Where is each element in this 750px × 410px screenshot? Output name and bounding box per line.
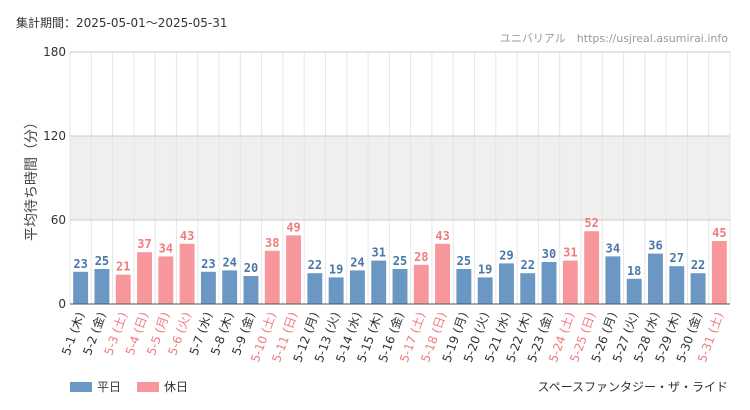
y-tick-label: 0 bbox=[58, 297, 66, 311]
bar-value-label: 49 bbox=[286, 220, 300, 234]
bar bbox=[499, 263, 514, 304]
bar bbox=[648, 253, 663, 304]
bar bbox=[435, 243, 451, 304]
y-tick-label: 60 bbox=[51, 213, 66, 227]
y-axis-label: 平均待ち時間（分） bbox=[24, 115, 40, 241]
bar bbox=[200, 271, 216, 304]
y-tick-label: 180 bbox=[43, 45, 66, 59]
bar-value-label: 25 bbox=[457, 254, 471, 268]
bar bbox=[286, 235, 301, 304]
bar-value-label: 24 bbox=[350, 255, 364, 269]
bar bbox=[264, 250, 280, 304]
bar-value-label: 22 bbox=[521, 258, 535, 272]
bar bbox=[711, 241, 727, 304]
plot-background bbox=[70, 136, 730, 220]
bar-value-label: 29 bbox=[499, 248, 513, 262]
legend: 平日 休日 bbox=[70, 378, 188, 395]
legend-swatch-holiday bbox=[137, 381, 160, 392]
bar bbox=[137, 252, 152, 304]
bar-value-label: 23 bbox=[201, 257, 215, 271]
bar-value-label: 30 bbox=[542, 247, 556, 261]
bar-value-label: 45 bbox=[712, 226, 726, 240]
legend-label-holiday: 休日 bbox=[164, 380, 189, 394]
bar bbox=[392, 269, 408, 304]
bar-value-label: 25 bbox=[393, 254, 407, 268]
bar-value-label: 21 bbox=[116, 260, 130, 274]
y-axis-ticks: 0 60 120 180 bbox=[43, 45, 66, 311]
period-label: 集計期間：2025-05-01～2025-05-31 bbox=[16, 16, 228, 30]
bar-value-label: 19 bbox=[478, 262, 492, 276]
bars bbox=[73, 231, 727, 304]
bar-value-label: 22 bbox=[691, 258, 705, 272]
bar-value-label: 23 bbox=[73, 257, 87, 271]
bar bbox=[115, 274, 131, 304]
bar-value-label: 24 bbox=[222, 255, 236, 269]
bar bbox=[222, 270, 238, 304]
legend-label-weekday: 平日 bbox=[97, 380, 122, 394]
bar-value-label: 19 bbox=[329, 262, 343, 276]
horizontal-grid bbox=[70, 51, 730, 221]
bar bbox=[328, 277, 344, 304]
bar bbox=[669, 266, 685, 304]
bar-value-label: 25 bbox=[95, 254, 109, 268]
bar bbox=[413, 264, 429, 304]
bar-value-label: 34 bbox=[159, 241, 173, 255]
bar-value-label: 22 bbox=[308, 258, 322, 272]
legend-item-holiday: 休日 bbox=[137, 378, 188, 395]
bar bbox=[541, 262, 557, 304]
bar-value-label: 18 bbox=[627, 264, 641, 278]
bar-value-label: 43 bbox=[180, 229, 194, 243]
bar-value-label: 34 bbox=[606, 241, 620, 255]
bar-value-label: 38 bbox=[265, 236, 279, 250]
legend-swatch-weekday bbox=[70, 381, 92, 392]
bar-value-label: 37 bbox=[137, 237, 151, 251]
value-labels: 23 25 21 37 34 43 23 24 20 38 49 22 19 24 31 25 28 43 25 19… bbox=[73, 216, 726, 278]
legend-item-weekday: 平日 bbox=[70, 378, 121, 395]
bar bbox=[477, 277, 493, 304]
bar-value-label: 52 bbox=[584, 216, 598, 230]
bar bbox=[307, 273, 323, 304]
bar bbox=[94, 269, 110, 304]
x-axis-labels: 5-1 (木)5-2 (金)5-3 (土)5-4 (日)5-5 (月)5-6 (… bbox=[59, 310, 726, 364]
attraction-name: スペースファンタジー・ザ・ライド bbox=[537, 380, 728, 394]
bar bbox=[584, 231, 600, 304]
bar bbox=[179, 243, 195, 304]
vertical-grid bbox=[69, 52, 731, 304]
bar-value-label: 27 bbox=[670, 251, 684, 265]
bar bbox=[626, 278, 642, 304]
bar bbox=[605, 256, 621, 304]
bar bbox=[73, 271, 89, 304]
bar bbox=[371, 260, 387, 304]
bar bbox=[690, 273, 706, 304]
bar bbox=[349, 270, 365, 304]
bar-value-label: 43 bbox=[435, 229, 449, 243]
site-label: ユニバリアル https://usjreal.asumirai.info bbox=[499, 32, 728, 45]
bar-value-label: 28 bbox=[414, 250, 428, 264]
bar bbox=[243, 276, 259, 304]
bar bbox=[562, 260, 578, 304]
y-tick-label: 120 bbox=[43, 129, 66, 143]
bar-value-label: 31 bbox=[371, 246, 385, 260]
bar-value-label: 20 bbox=[244, 261, 258, 275]
bar bbox=[456, 269, 472, 304]
bar bbox=[158, 256, 174, 304]
bar-value-label: 31 bbox=[563, 246, 577, 260]
bar bbox=[520, 273, 536, 304]
bar-value-label: 36 bbox=[648, 239, 662, 253]
